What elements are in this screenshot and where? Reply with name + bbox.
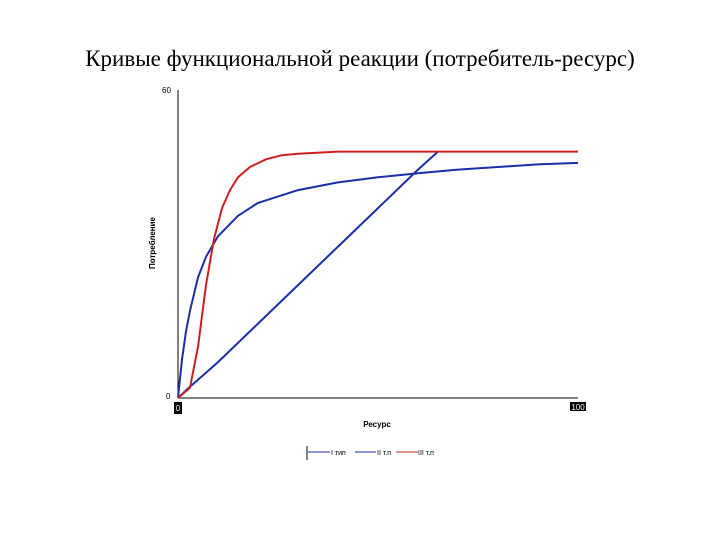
series-line-1 bbox=[177, 150, 439, 399]
series-line-2 bbox=[177, 161, 579, 399]
legend-label-3: III т.п bbox=[418, 450, 434, 457]
x-tick-min: 0 bbox=[174, 402, 182, 414]
legend: I тип II т.п III т.п bbox=[306, 446, 434, 460]
y-tick-label-min: 0 bbox=[166, 392, 171, 401]
x-axis-label: Ресурс bbox=[363, 420, 391, 429]
series-line-3 bbox=[177, 150, 578, 399]
x-tick-label-min: 0 bbox=[176, 404, 181, 413]
legend-label-2: II т.п bbox=[377, 450, 391, 457]
y-tick-label-max: 60 bbox=[162, 86, 171, 95]
x-tick-label-max: 100 bbox=[571, 403, 585, 412]
y-axis-label: Потребление bbox=[148, 216, 157, 269]
series-layer bbox=[177, 150, 579, 399]
slide-title: Кривые функциональной реакции (потребите… bbox=[85, 46, 635, 71]
x-tick-max: 100 bbox=[570, 402, 586, 412]
legend-label-1: I тип bbox=[331, 450, 346, 457]
